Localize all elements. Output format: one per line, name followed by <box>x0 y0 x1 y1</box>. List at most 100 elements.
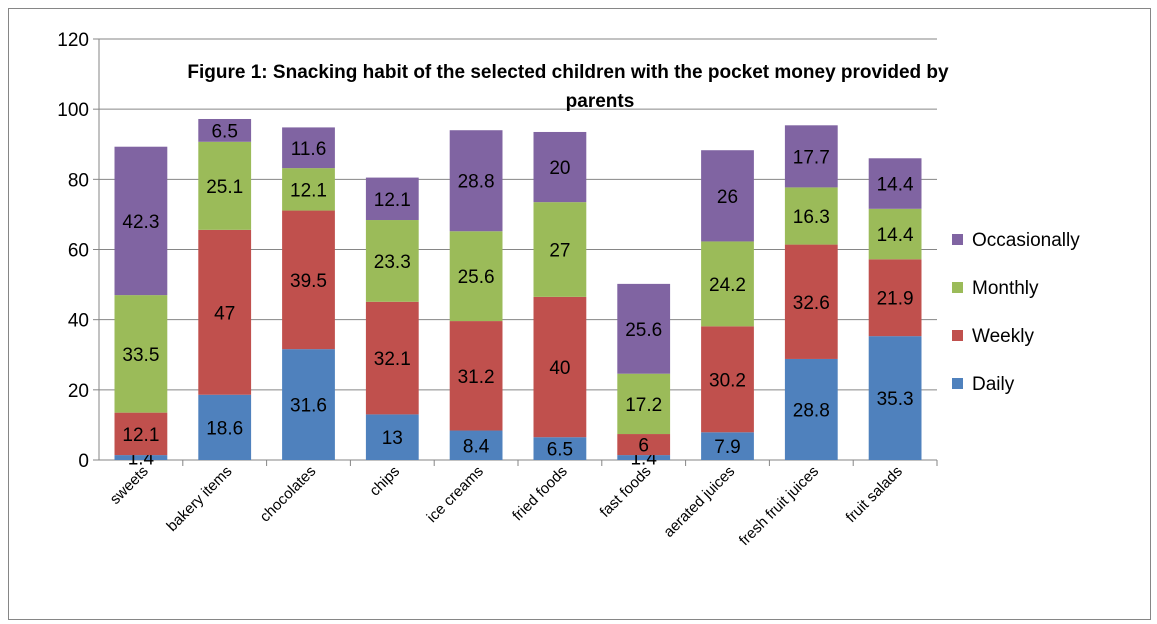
bar-weekly-4 <box>449 321 503 431</box>
data-label-weekly-0: 12.1 <box>122 425 159 446</box>
bar-occasionally-6 <box>617 283 671 374</box>
data-label-weekly-8: 32.6 <box>793 293 830 314</box>
category-label-6: fast foods <box>597 463 655 521</box>
bar-occasionally-8 <box>784 125 838 188</box>
data-label-daily-5: 6.5 <box>547 440 573 461</box>
bar-monthly-4 <box>449 231 503 322</box>
bar-weekly-9 <box>868 259 922 337</box>
data-label-daily-7: 7.9 <box>714 437 740 458</box>
category-label-9: fruit salads <box>843 463 906 526</box>
bar-daily-1 <box>198 394 252 460</box>
category-label-3: chips <box>366 463 403 500</box>
category-label-2: chocolates <box>257 463 320 526</box>
data-label-occasionally-0: 42.3 <box>122 212 159 233</box>
chart-title-line-1: Figure 1: Snacking habit of the selected… <box>187 62 949 83</box>
bar-daily-0 <box>114 455 168 460</box>
data-label-monthly-7: 24.2 <box>709 275 746 296</box>
category-label-5: fried foods <box>509 463 571 525</box>
data-label-monthly-9: 14.4 <box>877 225 914 246</box>
legend-label-occasionally: Occasionally <box>972 230 1080 251</box>
bar-daily-4 <box>449 430 503 460</box>
category-label-7: aerated juices <box>660 463 738 541</box>
data-label-weekly-9: 21.9 <box>877 289 914 310</box>
y-tick-label-100: 100 <box>57 100 89 121</box>
bar-weekly-0 <box>114 412 168 456</box>
bar-occasionally-1 <box>198 118 252 142</box>
bar-monthly-1 <box>198 141 252 230</box>
y-tick-label-80: 80 <box>68 170 89 191</box>
bar-monthly-2 <box>282 168 335 211</box>
bar-daily-9 <box>868 336 922 460</box>
data-label-daily-2: 31.6 <box>290 396 327 417</box>
legend-label-weekly: Weekly <box>972 326 1034 347</box>
legend-swatch-daily <box>952 378 963 389</box>
data-label-monthly-1: 25.1 <box>206 177 243 198</box>
bar-daily-5 <box>533 437 587 460</box>
bar-weekly-6 <box>617 434 671 456</box>
bar-monthly-0 <box>114 295 168 413</box>
legend-swatch-weekly <box>952 330 963 341</box>
y-tick-label-0: 0 <box>78 451 89 472</box>
data-label-occasionally-4: 28.8 <box>458 172 495 193</box>
data-label-occasionally-5: 20 <box>549 158 570 179</box>
data-label-monthly-3: 23.3 <box>374 252 411 273</box>
category-label-4: ice creams <box>424 463 487 526</box>
bar-weekly-5 <box>533 296 587 438</box>
data-label-monthly-8: 16.3 <box>793 207 830 228</box>
bar-occasionally-7 <box>701 150 754 242</box>
bar-weekly-3 <box>365 301 419 415</box>
bar-daily-7 <box>701 432 754 460</box>
data-label-daily-1: 18.6 <box>206 418 243 439</box>
bar-monthly-9 <box>868 208 922 260</box>
bar-occasionally-0 <box>114 146 168 296</box>
bar-daily-3 <box>365 414 419 460</box>
legend-label-monthly: Monthly <box>972 278 1039 299</box>
legend-swatch-monthly <box>952 282 963 293</box>
data-label-daily-3: 13 <box>382 428 403 449</box>
data-label-occasionally-3: 12.1 <box>374 190 411 211</box>
y-tick-label-20: 20 <box>68 381 89 402</box>
data-label-daily-4: 8.4 <box>463 436 490 457</box>
data-label-monthly-0: 33.5 <box>122 345 159 366</box>
bar-weekly-7 <box>701 326 754 433</box>
y-tick-label-60: 60 <box>68 241 89 262</box>
data-label-daily-9: 35.3 <box>877 389 914 410</box>
data-label-weekly-6: 6 <box>638 436 649 457</box>
bar-weekly-2 <box>282 210 335 350</box>
data-label-monthly-6: 17.2 <box>625 395 662 416</box>
bar-occasionally-3 <box>365 177 419 221</box>
data-label-monthly-5: 27 <box>549 241 570 262</box>
legend-swatch-occasionally <box>952 234 963 245</box>
category-label-0: sweets <box>107 463 152 508</box>
y-tick-label-120: 120 <box>57 30 89 51</box>
bar-occasionally-5 <box>533 131 587 203</box>
bar-daily-8 <box>784 358 838 460</box>
bar-weekly-8 <box>784 244 838 359</box>
data-label-occasionally-8: 17.7 <box>793 147 830 168</box>
data-label-monthly-4: 25.6 <box>458 267 495 288</box>
data-label-weekly-3: 32.1 <box>374 349 411 370</box>
data-label-weekly-2: 39.5 <box>290 271 327 292</box>
data-label-occasionally-2: 11.6 <box>291 139 327 160</box>
bar-daily-2 <box>282 349 335 460</box>
chart-title-line-2: parents <box>566 91 635 112</box>
data-label-daily-8: 28.8 <box>793 400 830 421</box>
bar-occasionally-4 <box>449 130 503 232</box>
data-label-weekly-7: 30.2 <box>709 370 746 391</box>
data-label-occasionally-1: 6.5 <box>211 121 237 142</box>
legend-label-daily: Daily <box>972 374 1015 395</box>
category-label-1: bakery items <box>163 463 235 535</box>
data-label-weekly-4: 31.2 <box>458 367 495 388</box>
category-label-8: fresh fruit juices <box>736 463 822 549</box>
data-label-weekly-5: 40 <box>549 358 570 379</box>
bar-monthly-6 <box>617 373 671 435</box>
bar-monthly-8 <box>784 187 838 245</box>
bar-occasionally-2 <box>282 127 335 169</box>
data-label-occasionally-6: 25.6 <box>625 320 662 341</box>
data-label-monthly-2: 12.1 <box>290 180 327 201</box>
bar-monthly-7 <box>701 241 754 327</box>
data-label-occasionally-7: 26 <box>717 187 738 208</box>
data-label-weekly-1: 47 <box>214 303 235 324</box>
bar-weekly-1 <box>198 229 252 395</box>
